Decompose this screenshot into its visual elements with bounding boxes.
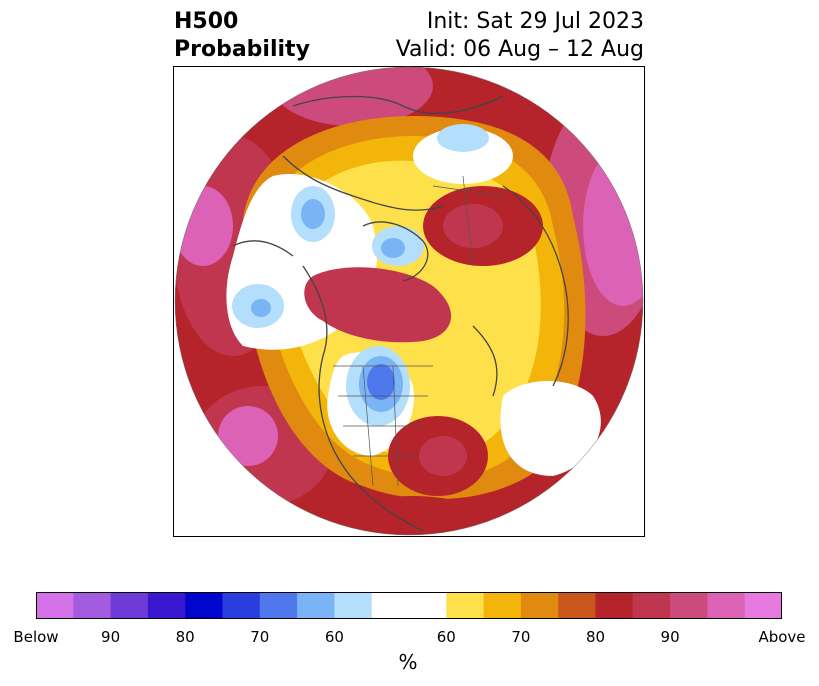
colorbar-tick-label: 60 [436, 628, 456, 646]
colorbar [36, 592, 782, 619]
borders [333, 175, 504, 487]
colorbar-unit: % [398, 650, 418, 674]
colorbar-swatch [409, 592, 447, 619]
colorbar-swatch [707, 592, 746, 619]
title-left: H500 Probability [174, 8, 310, 64]
colorbar-swatch [595, 592, 634, 619]
colorbar-swatch [371, 592, 410, 619]
colorbar-tick-label: 70 [511, 628, 531, 646]
colorbar-tick-label: 90 [660, 628, 680, 646]
colorbar-swatch [36, 592, 74, 619]
colorbar-tick-label: 60 [324, 628, 344, 646]
variable-title: H500 [174, 9, 239, 34]
colorbar-swatch [297, 592, 335, 619]
colorbar-tick-label: Above [758, 628, 806, 646]
probability-field [175, 67, 643, 535]
colorbar-swatch [632, 592, 671, 619]
init-date: Init: Sat 29 Jul 2023 [426, 9, 644, 34]
colorbar-swatch [110, 592, 149, 619]
valid-period: Valid: 06 Aug – 12 Aug [395, 37, 644, 62]
colorbar-swatch [222, 592, 261, 619]
colorbar-swatch [558, 592, 596, 619]
probability-map [173, 66, 645, 537]
colorbar-tick-label: 80 [585, 628, 606, 646]
colorbar-frame [36, 592, 782, 619]
colorbar-tick-label: 90 [101, 628, 121, 646]
colorbar-swatch [446, 592, 485, 619]
colorbar-swatch [334, 592, 373, 619]
colorbar-tick-label: 70 [250, 628, 270, 646]
title-right: Init: Sat 29 Jul 2023 Valid: 06 Aug – 12… [396, 8, 644, 64]
coastlines [232, 95, 569, 532]
colorbar-tick-label: Below [13, 628, 59, 646]
colorbar-swatch [147, 592, 186, 619]
colorbar-swatch [520, 592, 559, 619]
colorbar-swatch [73, 592, 112, 619]
colorbar-swatch [259, 592, 298, 619]
colorbar-swatch [744, 592, 782, 619]
colorbar-tick-label: 80 [175, 628, 195, 646]
product-title: Probability [174, 37, 310, 62]
colorbar-swatch [670, 592, 708, 619]
colorbar-swatch [483, 592, 522, 619]
colorbar-swatch [185, 592, 223, 619]
